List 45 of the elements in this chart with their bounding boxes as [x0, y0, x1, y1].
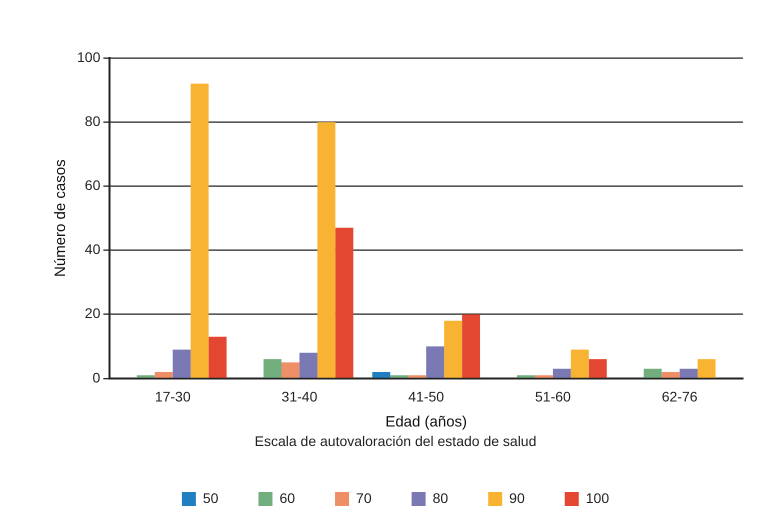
legend-label: 100	[586, 490, 610, 506]
x-tick-label: 17-30	[154, 388, 191, 405]
x-axis-title: Edad (años)	[385, 413, 468, 430]
bar	[552, 368, 571, 378]
x-tick-label: 31-40	[282, 388, 318, 405]
bar	[154, 372, 173, 378]
bar	[390, 375, 408, 378]
y-axis-title: Número de casos	[52, 159, 70, 277]
legend-label: 80	[432, 490, 448, 506]
bar	[644, 368, 662, 378]
bar	[408, 375, 426, 378]
y-tick-label: 40	[84, 241, 101, 258]
legend-label: 70	[356, 490, 372, 506]
bar	[335, 228, 354, 378]
bar	[588, 359, 607, 378]
x-tick-label: 41-50	[408, 388, 444, 405]
y-tick-label: 0	[92, 369, 101, 386]
bar	[444, 320, 462, 378]
bar	[372, 372, 390, 378]
bar	[264, 359, 282, 378]
y-tick-label: 60	[84, 177, 101, 194]
bar	[317, 122, 336, 378]
bar	[698, 359, 716, 378]
bar	[680, 368, 698, 378]
legend-label: 50	[202, 490, 219, 506]
bar	[534, 375, 553, 378]
x-tick-label: 51-60	[535, 388, 572, 405]
bar	[662, 372, 680, 378]
bar	[462, 314, 480, 378]
bar	[517, 375, 535, 378]
y-tick-label: 80	[84, 112, 101, 129]
legend-label: 90	[509, 490, 525, 506]
bar	[172, 350, 191, 378]
bar	[426, 346, 444, 378]
x-tick-label: 62-76	[662, 388, 698, 405]
bar	[282, 362, 300, 378]
legend-title: Escala de autovaloración del estado de salud	[254, 433, 536, 450]
y-tick-label: 100	[77, 48, 101, 65]
bar	[570, 350, 589, 378]
legend-label: 60	[279, 490, 296, 506]
bar	[190, 84, 209, 378]
bar	[136, 375, 155, 378]
bar	[299, 352, 318, 378]
bar	[208, 336, 227, 378]
y-tick-label: 20	[84, 305, 101, 322]
